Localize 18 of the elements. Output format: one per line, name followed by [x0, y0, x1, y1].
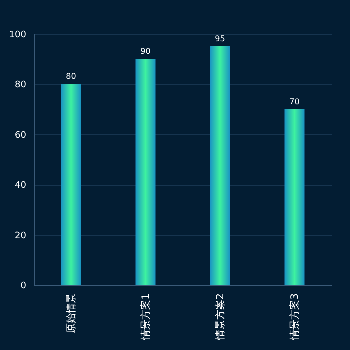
- data-label: 80: [66, 72, 76, 82]
- bar: [136, 59, 156, 285]
- data-label: 95: [215, 34, 226, 44]
- y-tick-label: 40: [15, 181, 27, 192]
- bar: [284, 109, 305, 285]
- bar: [210, 46, 230, 285]
- data-label: 70: [290, 97, 300, 106]
- y-tick-label: 20: [15, 231, 27, 242]
- y-tick-label: 80: [15, 80, 27, 91]
- y-tick-label: 60: [15, 130, 27, 141]
- x-tick-label: 原始情景: [65, 294, 78, 334]
- x-tick-label: 情景方案1: [140, 294, 152, 341]
- bar: [61, 84, 82, 285]
- y-tick-label: 0: [20, 282, 27, 292]
- data-label: 90: [140, 47, 151, 56]
- y-tick-label: 100: [9, 30, 27, 40]
- x-tick-label: 情景方案3: [288, 294, 301, 341]
- x-tick-label: 情景方案2: [214, 294, 226, 341]
